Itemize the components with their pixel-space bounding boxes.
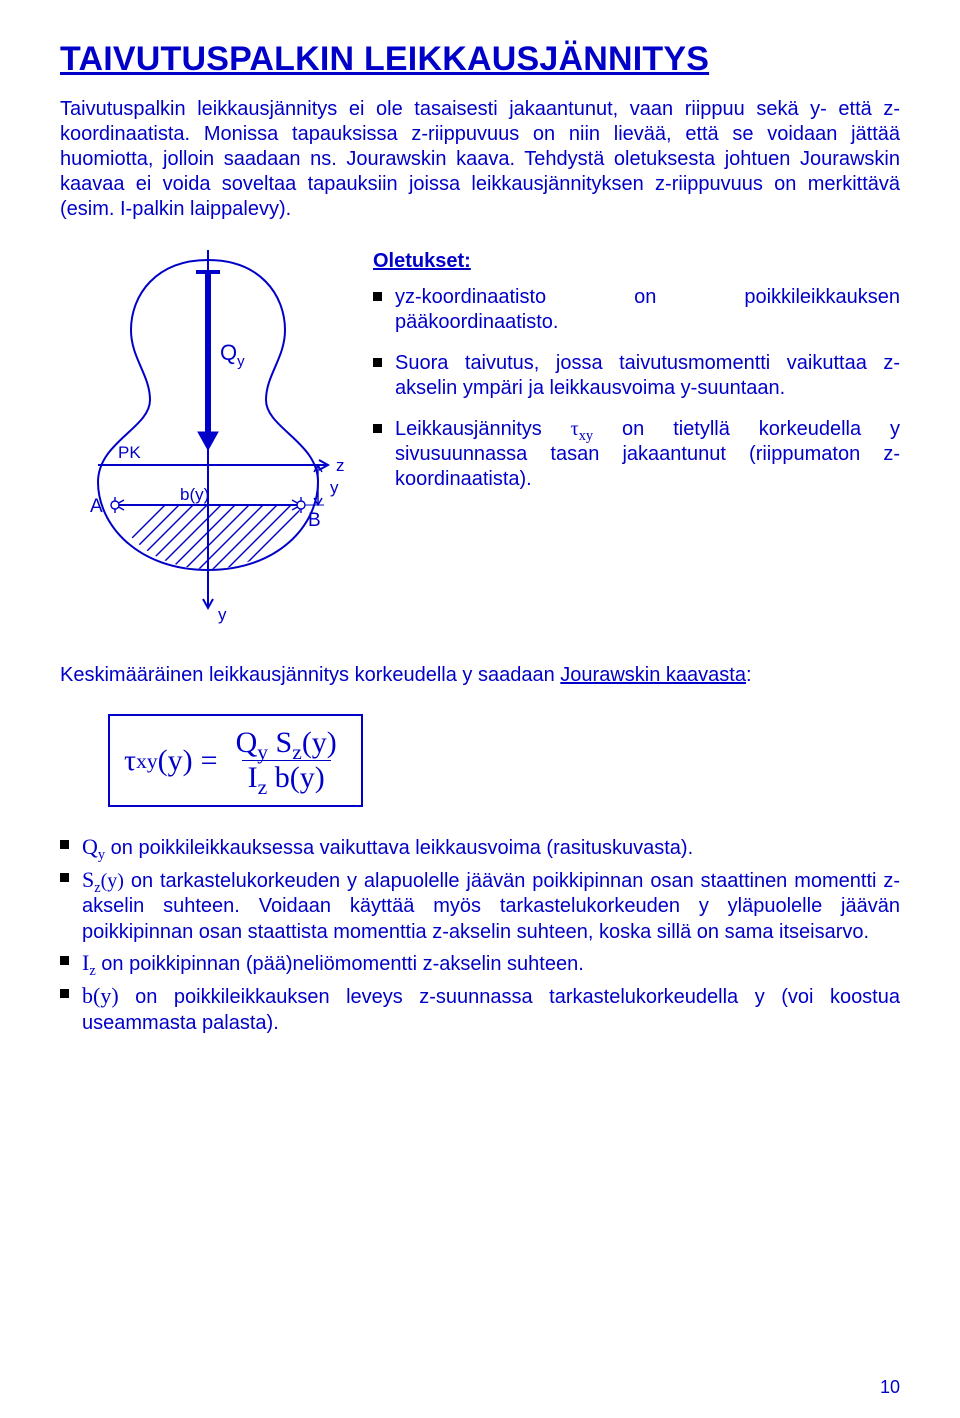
text: Keskimääräinen leikkausjännitys korkeude… [60,664,560,686]
arg: (y) [302,726,337,759]
svg-text:B: B [308,510,321,531]
numerator: Qy Sz(y) [230,726,343,760]
sym-S: S [82,867,94,892]
I-sub: z [258,775,268,799]
svg-text:z: z [336,456,345,475]
I: I [248,761,258,794]
page-title: TAIVUTUSPALKIN LEIKKAUSJÄNNITYS [60,40,900,79]
text: Leikkausjännitys [395,418,571,440]
definition-item: Qy on poikkileikkauksessa vaikuttava lei… [60,833,900,862]
S: S [268,726,292,759]
assumptions-list: yz-koordinaatisto on poikkileikkauksen p… [373,285,900,492]
b: b(y) [267,761,324,794]
svg-text:Qy: Qy [220,340,245,370]
figure-and-assumptions-row: QyPKzyb(y)ABy Oletukset: yz-koordinaatis… [60,250,900,635]
assumption-item: Suora taivutus, jossa taivutusmomentti v… [373,351,900,401]
Q: Q [236,726,258,759]
tau-symbol: τ [571,418,579,440]
assumptions-heading: Oletukset: [373,250,900,273]
lhs-tau: τ [124,744,136,778]
jourawski-formula: τxy(y) = Qy Sz(y) Iz b(y) [124,726,347,795]
svg-text:PK: PK [118,443,141,462]
definition-item: Sz(y) on tarkastelukorkeuden y alapuolel… [60,866,900,946]
definition-item: Iz on poikkipinnan (pää)neliömomentti z-… [60,949,900,978]
page: TAIVUTUSPALKIN LEIKKAUSJÄNNITYS Taivutus… [0,0,960,1418]
intro-paragraph: Taivutuspalkin leikkausjännitys ei ole t… [60,97,900,222]
sym-Q: Q [82,834,98,859]
text: : [746,664,752,686]
symbol-definitions-list: Qy on poikkileikkauksessa vaikuttava lei… [60,833,900,1036]
page-number: 10 [880,1377,900,1398]
assumption-item: Leikkausjännitys τxy on tietyllä korkeud… [373,417,900,492]
svg-text:b(y): b(y) [180,485,209,504]
tau-subscript: xy [579,428,593,444]
svg-text:A: A [90,496,103,517]
assumption-item: yz-koordinaatisto on poikkileikkauksen p… [373,285,900,335]
def-text: on poikkileikkauksessa vaikuttava leikka… [105,837,693,859]
svg-text:y: y [218,605,227,624]
def-text: on tarkastelukorkeuden y alapuolelle jää… [82,870,900,943]
def-text: on poikkileikkauksen leveys z-suunnassa … [82,986,900,1034]
equals: = [201,744,218,778]
sym-S-arg: (y) [101,870,124,892]
jourawski-sentence: Keskimääräinen leikkausjännitys korkeude… [60,663,900,688]
fraction: Qy Sz(y) Iz b(y) [230,726,343,795]
lhs-arg: (y) [158,744,193,778]
formula-box: τxy(y) = Qy Sz(y) Iz b(y) [108,714,363,807]
sym-b: b(y) [82,983,119,1008]
assumptions-block: Oletukset: yz-koordinaatisto on poikkile… [373,250,900,508]
cross-section-diagram: QyPKzyb(y)ABy [60,250,355,635]
sym-Q-sub: y [98,847,105,863]
definition-item: b(y) on poikkileikkauksen leveys z-suunn… [60,982,900,1036]
jourawski-link-text: Jourawskin kaavasta [560,664,746,686]
def-text: on poikkipinnan (pää)neliömomentti z-aks… [96,953,584,975]
denominator: Iz b(y) [242,760,331,795]
svg-text:y: y [330,478,339,497]
